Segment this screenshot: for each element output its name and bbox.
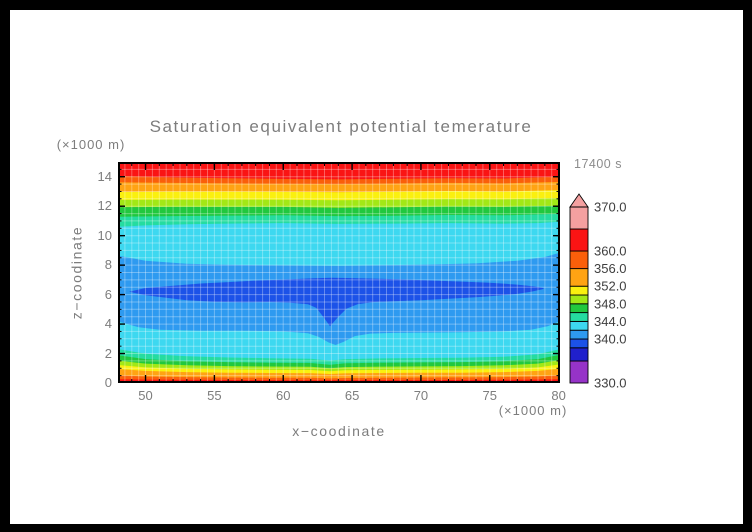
y-tick-label: 6 (104, 286, 112, 302)
y-axis-title: z−coodinate (68, 225, 85, 320)
chart-title: Saturation equivalent potential temeratu… (149, 117, 533, 136)
grid-mesh (118, 162, 560, 383)
colorbar-segment (569, 294, 589, 305)
x-tick-label: 75 (482, 388, 497, 403)
colorbar-label: 352.0 (594, 279, 627, 294)
y-tick-label: 12 (97, 198, 112, 214)
x-tick-label: 60 (275, 388, 291, 403)
top-stripe-red (118, 162, 560, 180)
colorbar-segment (569, 347, 589, 362)
theta-minimum-blob-blue (129, 277, 544, 327)
colorbar-label: 330.0 (594, 376, 627, 391)
colorbar-segment (569, 360, 589, 384)
colorbar-over-arrow (569, 193, 589, 208)
plot-border (118, 162, 560, 383)
colorbar: 370.0 360.0 356.0 352.0 348.0 344.0 340.0 330.0 (569, 193, 627, 391)
colorbar-label: 340.0 (594, 332, 627, 347)
colorbar-label: 360.0 (594, 244, 627, 259)
time-stamp-label: 17400 s (574, 157, 622, 171)
colorbar-segment (569, 228, 589, 252)
x-tick-label: 80 (551, 388, 566, 403)
colorbar-label: 348.0 (594, 296, 627, 311)
x-tick-label: 70 (413, 388, 429, 403)
y-tick-label: 10 (97, 227, 112, 243)
y-tick-label: 2 (104, 345, 112, 361)
y-axis-unit-label: (×1000 m) (56, 137, 126, 152)
colorbar-segment (569, 268, 589, 287)
y-tick-label: 14 (97, 168, 112, 184)
colorbar-label: 370.0 (594, 200, 627, 215)
colorbar-segment (569, 250, 589, 270)
colorbar-segment (569, 329, 589, 340)
x-axis-title: x−coodinate (292, 423, 386, 439)
y-tick-label: 0 (104, 375, 112, 390)
y-tick-label: 8 (104, 257, 112, 273)
x-axis-unit-label: (×1000 m) (498, 403, 568, 418)
colorbar-segment (569, 320, 589, 331)
colorbar-segment (569, 312, 589, 322)
x-tick-label: 55 (207, 388, 222, 403)
colorbar-segment (569, 303, 589, 314)
colorbar-label: 356.0 (594, 261, 627, 276)
colorbar-label: 344.0 (594, 314, 627, 329)
colorbar-segment (569, 206, 589, 230)
y-tick-label: 4 (104, 316, 112, 332)
x-tick-label: 50 (138, 388, 153, 403)
x-tick-label: 65 (344, 388, 360, 403)
colorbar-segment (569, 285, 589, 296)
colorbar-segment (569, 338, 589, 349)
contour-plot-area (118, 162, 560, 383)
